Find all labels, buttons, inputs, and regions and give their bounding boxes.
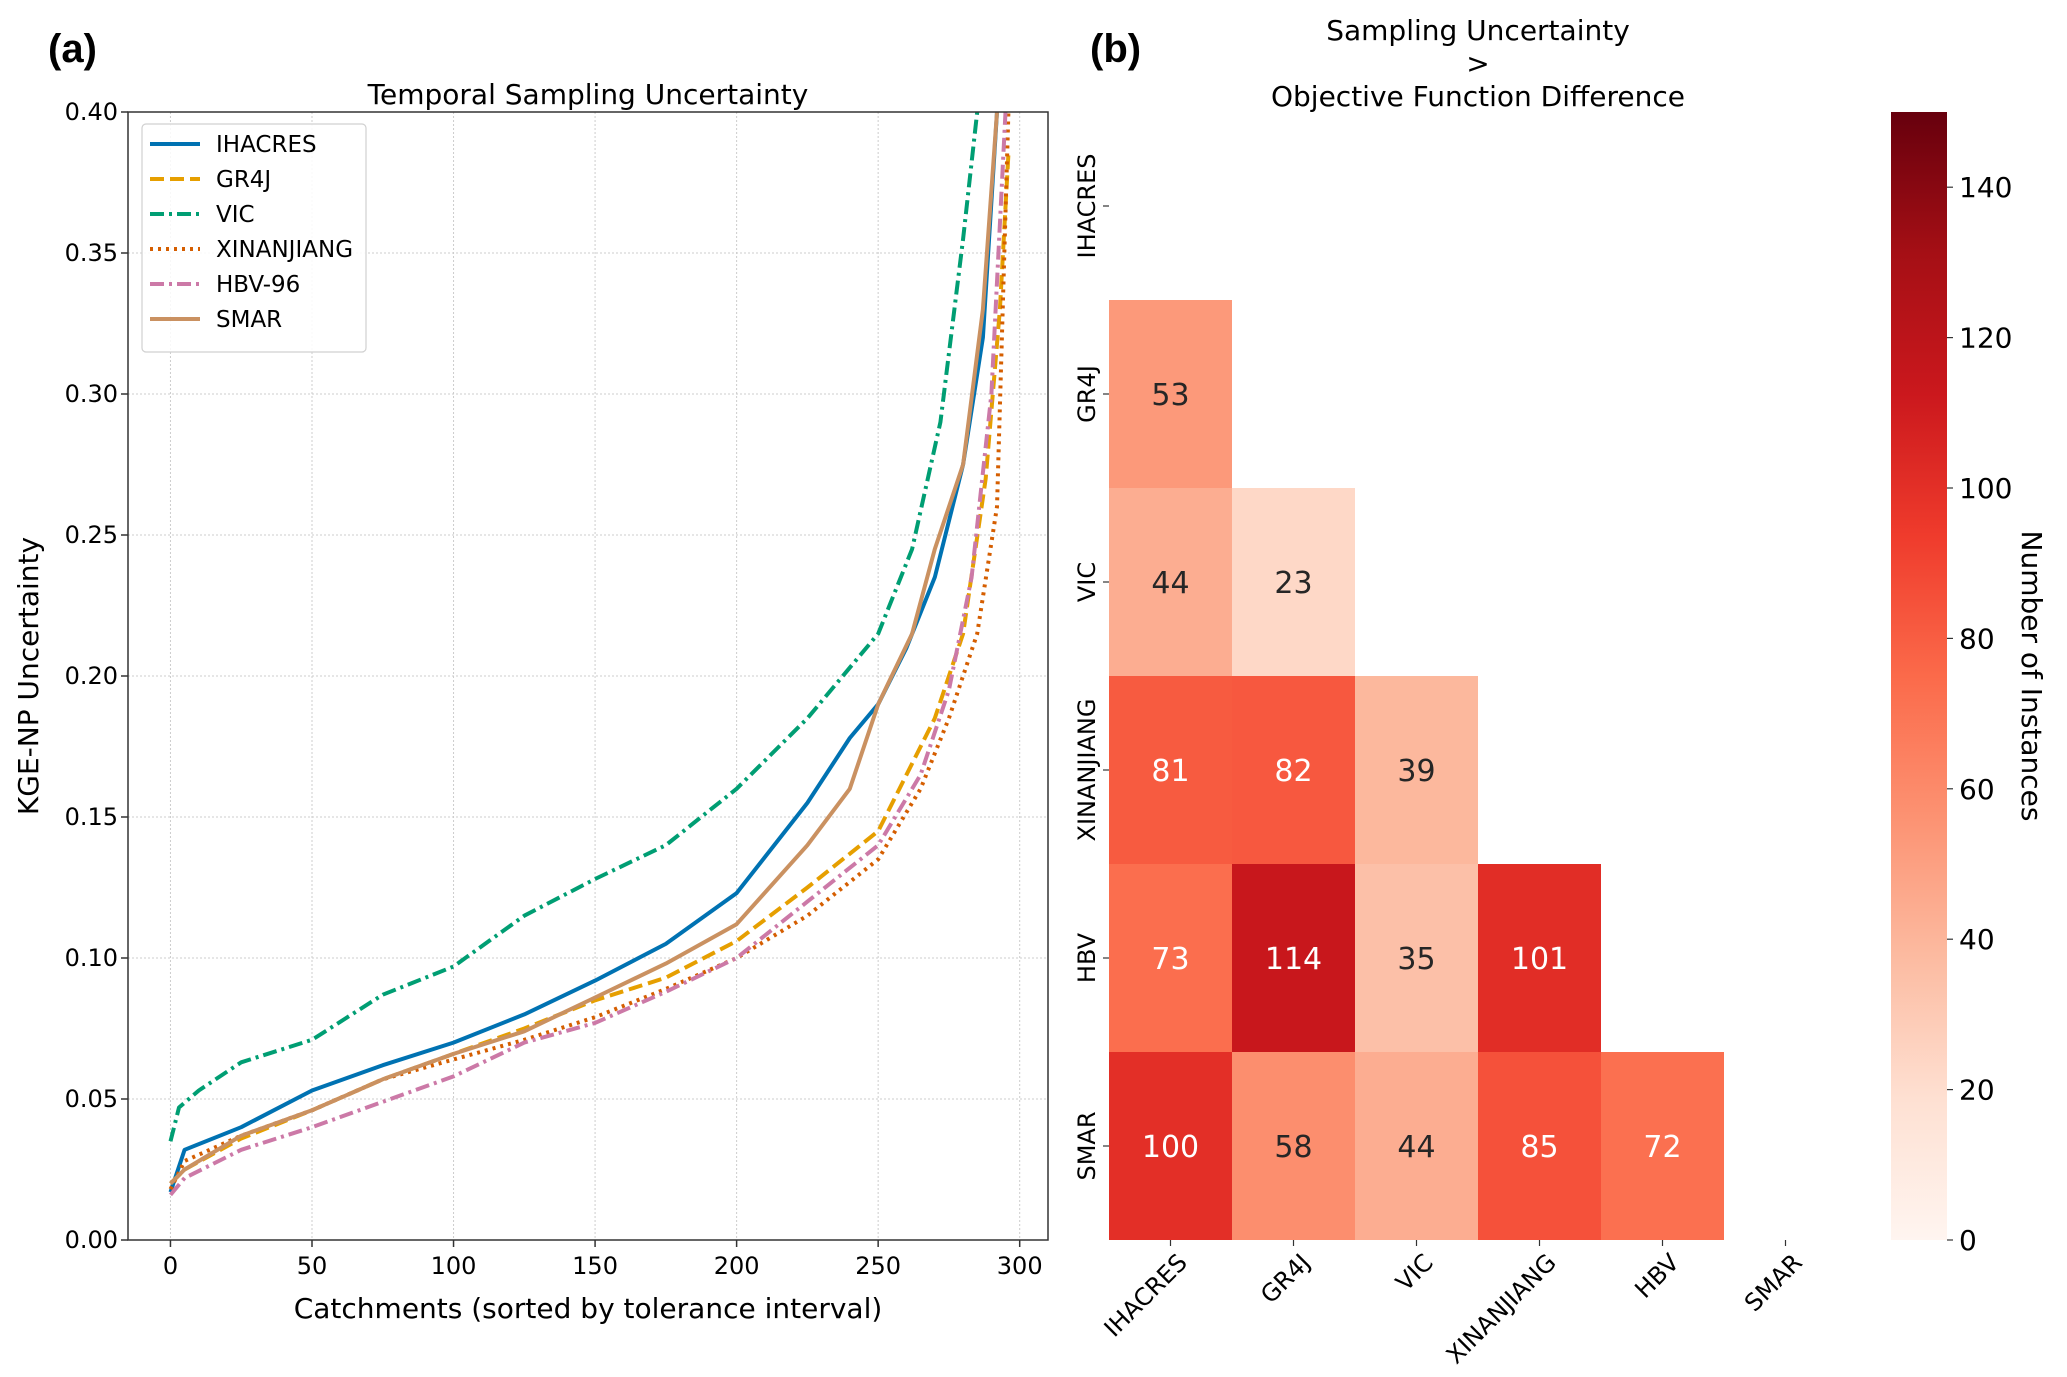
heatmap-col-labels: IHACRES GR4J VIC XINANJIANG HBV SMAR	[1099, 1240, 1808, 1369]
colorbar-tick-label: 40	[1959, 923, 1995, 956]
heatmap-row-label: VIC	[1073, 562, 1101, 602]
heatmap-cell	[1232, 676, 1355, 864]
heatmap-cell	[1232, 488, 1355, 676]
heatmap-cell	[1109, 300, 1232, 488]
heatmap-row-label: SMAR	[1073, 1111, 1101, 1180]
heatmap-cell	[1109, 488, 1232, 676]
heatmap-title-line: >	[1466, 47, 1489, 80]
panel-b-label: (b)	[1090, 27, 1141, 71]
y-tick-label: 0.30	[65, 380, 118, 408]
heatmap-cell-value: 23	[1274, 566, 1312, 601]
heatmap-title-line: Sampling Uncertainty	[1326, 14, 1630, 47]
x-axis-label: Catchments (sorted by tolerance interval…	[294, 1292, 883, 1325]
colorbar: 0 20 40 60 80 100 120 140 Number of Instances	[1891, 112, 2048, 1257]
heatmap-cell-value: 53	[1151, 378, 1189, 413]
heatmap-cell-value: 114	[1265, 942, 1322, 977]
heatmap-cell-value: 58	[1274, 1130, 1312, 1165]
heatmap-cell-value: 82	[1274, 754, 1312, 789]
x-tick-label: 100	[431, 1252, 477, 1280]
heatmap-cells: 53 44 23 81 82 39 73 114 35 101 100 58 44 85 72	[1109, 300, 1724, 1240]
legend-label: IHACRES	[216, 132, 317, 158]
heatmap-col-label: GR4J	[1255, 1248, 1316, 1309]
colorbar-tick-label: 60	[1959, 773, 1995, 806]
y-tick-label: 0.00	[65, 1226, 118, 1254]
x-tick-label: 150	[572, 1252, 618, 1280]
heatmap-cell	[1232, 1052, 1355, 1240]
heatmap-title-line: Objective Function Difference	[1271, 80, 1685, 113]
y-tick-label: 0.15	[65, 803, 118, 831]
legend-label: GR4J	[216, 167, 271, 193]
colorbar-label: Number of Instances	[2015, 531, 2048, 822]
heatmap-title: Sampling Uncertainty>Objective Function …	[1271, 14, 1685, 113]
heatmap-col-label: XINANJIANG	[1441, 1248, 1562, 1369]
x-tick-label: 200	[714, 1252, 760, 1280]
legend-label: HBV-96	[216, 272, 300, 298]
heatmap-cell-value: 85	[1520, 1130, 1558, 1165]
heatmap-row-label: XINANJIANG	[1073, 699, 1101, 842]
colorbar-tick-label: 100	[1959, 472, 2012, 505]
x-axis: 0 50 100 150 200 250 300	[163, 1240, 1043, 1280]
y-tick-label: 0.10	[65, 944, 118, 972]
colorbar-gradient	[1891, 112, 1947, 1240]
y-axis: 0.00 0.05 0.10 0.15 0.20 0.25 0.30 0.35 0.40	[65, 98, 128, 1254]
heatmap-row-label: IHACRES	[1073, 154, 1101, 259]
heatmap-cell	[1478, 1052, 1601, 1240]
heatmap-row-labels: IHACRES GR4J VIC XINANJIANG HBV SMAR	[1073, 154, 1109, 1181]
heatmap-cell	[1601, 1052, 1724, 1240]
heatmap-cell-value: 44	[1397, 1130, 1435, 1165]
panel-a-label: (a)	[48, 27, 97, 71]
heatmap-cell	[1109, 864, 1232, 1052]
heatmap-cell-value: 100	[1142, 1130, 1199, 1165]
heatmap-cell	[1355, 1052, 1478, 1240]
heatmap-cell	[1109, 676, 1232, 864]
heatmap-cell-value: 81	[1151, 754, 1189, 789]
heatmap-cell-value: 73	[1151, 942, 1189, 977]
series-line-ihacres	[168, 112, 999, 1193]
line-chart-title: Temporal Sampling Uncertainty	[367, 78, 809, 111]
y-tick-label: 0.05	[65, 1085, 118, 1113]
colorbar-tick-label: 140	[1959, 171, 2012, 204]
heatmap-cell-value: 72	[1643, 1130, 1681, 1165]
y-tick-label: 0.20	[65, 662, 118, 690]
heatmap: Sampling Uncertainty>Objective Function …	[1073, 14, 2048, 1369]
colorbar-ticks: 0 20 40 60 80 100 120 140	[1947, 171, 2012, 1257]
legend-label: VIC	[216, 202, 255, 228]
y-tick-label: 0.40	[65, 98, 118, 126]
heatmap-col-label: VIC	[1390, 1248, 1438, 1296]
heatmap-cell	[1232, 864, 1355, 1052]
x-tick-label: 0	[163, 1252, 178, 1280]
x-tick-label: 50	[297, 1252, 328, 1280]
y-axis-label: KGE-NP Uncertainty	[12, 537, 45, 815]
colorbar-tick-label: 80	[1959, 622, 1995, 655]
legend: IHACRES GR4J VIC XINANJIANG HBV-96 SMAR	[141, 123, 367, 353]
x-tick-label: 250	[855, 1252, 901, 1280]
series-line-hbv-96	[168, 112, 1008, 1197]
heatmap-col-label: SMAR	[1739, 1248, 1808, 1317]
heatmap-cell	[1355, 676, 1478, 864]
heatmap-cell	[1109, 1052, 1232, 1240]
heatmap-cell-value: 101	[1511, 942, 1568, 977]
heatmap-col-label: HBV	[1629, 1248, 1685, 1304]
heatmap-col-label: IHACRES	[1099, 1248, 1193, 1342]
heatmap-cell-value: 44	[1151, 566, 1189, 601]
legend-label: SMAR	[216, 307, 282, 333]
series-group	[168, 112, 1011, 1197]
y-tick-label: 0.35	[65, 239, 118, 267]
heatmap-cell	[1478, 864, 1601, 1052]
colorbar-tick-label: 120	[1959, 322, 2012, 355]
series-line-smar	[169, 112, 999, 1186]
legend-label: XINANJIANG	[216, 237, 353, 263]
line-chart: Temporal Sampling Uncertainty 0 50 100 150 2…	[12, 78, 1049, 1325]
colorbar-tick-label: 0	[1959, 1224, 1977, 1257]
x-tick-label: 300	[997, 1252, 1043, 1280]
series-line-vic	[168, 112, 980, 1142]
heatmap-row-label: GR4J	[1073, 365, 1101, 423]
colorbar-tick-label: 20	[1959, 1074, 1995, 1107]
heatmap-row-label: HBV	[1073, 932, 1101, 983]
heatmap-cell-value: 39	[1397, 754, 1435, 789]
y-tick-label: 0.25	[65, 521, 118, 549]
heatmap-cell	[1355, 864, 1478, 1052]
heatmap-cell-value: 35	[1397, 942, 1435, 977]
